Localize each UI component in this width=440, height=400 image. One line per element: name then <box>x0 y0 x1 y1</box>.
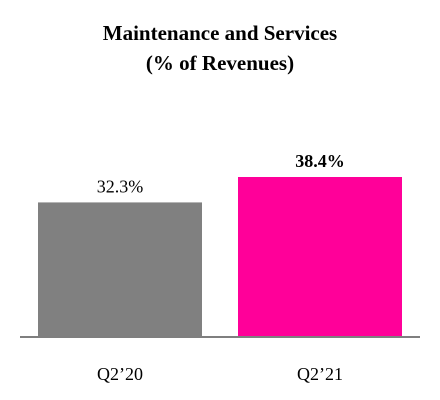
x-tick-label-0: Q2’20 <box>97 364 143 384</box>
chart-title-line-2: (% of Revenues) <box>145 51 295 75</box>
data-label-1: 38.4% <box>295 151 345 171</box>
bars-group <box>38 177 402 337</box>
labels-group: 32.3% Q2’20 38.4% Q2’21 <box>97 151 345 384</box>
x-tick-label-1: Q2’21 <box>297 364 343 384</box>
data-label-0: 32.3% <box>97 176 144 196</box>
chart-title: Maintenance and Services (% of Revenues) <box>0 18 440 78</box>
chart-title-line-1: Maintenance and Services <box>102 21 338 45</box>
bar-0 <box>38 202 202 337</box>
bar-1 <box>238 177 402 337</box>
